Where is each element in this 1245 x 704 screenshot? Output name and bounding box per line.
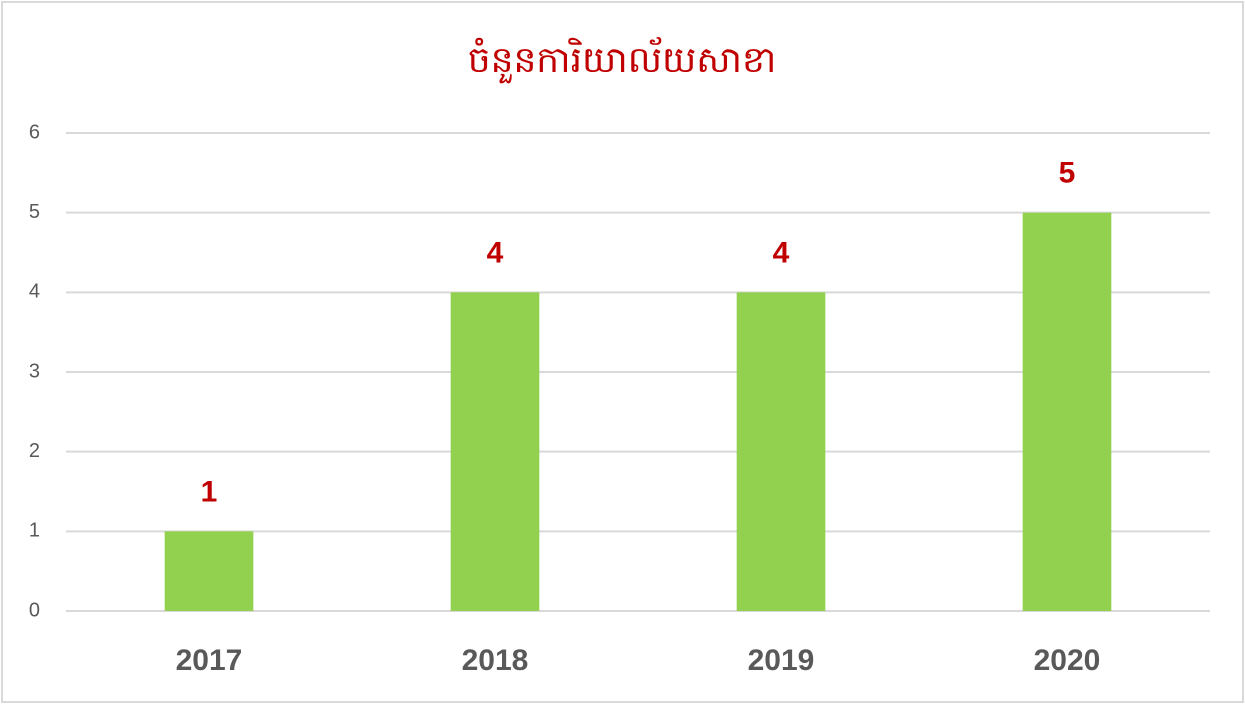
data-label: 4 [773,236,790,269]
y-tick-label: 2 [29,440,40,462]
y-tick-label: 4 [29,281,40,303]
data-label: 4 [487,236,504,269]
data-label: 1 [201,475,218,508]
y-tick-label: 3 [29,360,40,382]
x-tick-label: 2017 [176,644,243,677]
data-label: 5 [1059,157,1076,190]
x-tick-label: 2018 [462,644,529,677]
bar [1022,212,1112,611]
bar [164,531,254,611]
y-tick-label: 0 [29,599,40,621]
y-tick-label: 1 [29,520,40,542]
y-tick-label: 6 [29,121,40,143]
y-tick-label: 5 [29,201,40,223]
x-tick-label: 2020 [1034,644,1101,677]
x-tick-label: 2019 [748,644,815,677]
chart-title: ចំនួនការិយាល័យសាខា [468,37,777,84]
bar [450,292,540,611]
bar [736,292,826,611]
